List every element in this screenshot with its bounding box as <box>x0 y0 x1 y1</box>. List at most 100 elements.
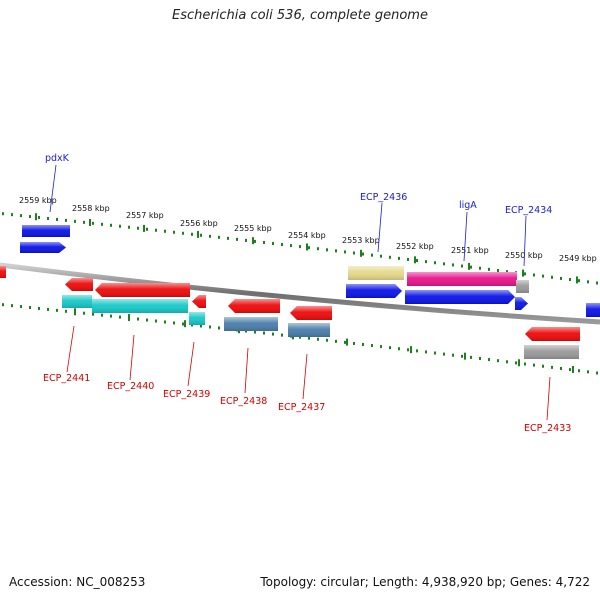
major-tick <box>518 359 520 367</box>
minor-tick <box>272 332 274 336</box>
gene-gloss <box>224 317 278 331</box>
minor-tick <box>326 248 328 252</box>
minor-tick <box>587 370 589 374</box>
minor-tick <box>173 230 175 234</box>
gene-gloss <box>62 295 92 308</box>
major-tick <box>74 308 76 316</box>
minor-tick <box>470 355 472 359</box>
minor-tick <box>335 339 337 343</box>
minor-tick <box>245 329 247 333</box>
minor-tick <box>209 325 211 329</box>
minor-tick <box>443 352 445 356</box>
minor-tick <box>110 223 112 227</box>
minor-tick <box>308 246 310 250</box>
minor-tick <box>506 270 508 274</box>
minor-tick <box>578 279 580 283</box>
minor-tick <box>20 305 22 309</box>
gene-gloss <box>0 266 6 278</box>
minor-tick <box>551 275 553 279</box>
gene-gloss <box>228 299 280 313</box>
gene-label-liga: ligA <box>459 200 477 211</box>
minor-tick <box>254 239 256 243</box>
gene-gloss <box>65 278 93 291</box>
minor-tick <box>317 337 319 341</box>
minor-tick <box>137 226 139 230</box>
minor-tick <box>38 216 40 220</box>
major-tick <box>576 276 578 284</box>
minor-tick <box>344 340 346 344</box>
major-tick <box>346 338 348 346</box>
minor-tick <box>560 276 562 280</box>
minor-tick <box>38 306 40 310</box>
minor-tick <box>407 348 409 352</box>
genome-backbone <box>0 262 600 325</box>
minor-tick <box>461 264 463 268</box>
minor-tick <box>344 250 346 254</box>
minor-tick <box>263 331 265 335</box>
minor-tick <box>470 265 472 269</box>
gene-label-pdxk: pdxK <box>45 153 70 164</box>
minor-tick <box>200 324 202 328</box>
minor-tick <box>452 353 454 357</box>
gene-gloss <box>346 284 402 298</box>
minor-tick <box>182 231 184 235</box>
gene-gloss <box>524 345 579 359</box>
kbp-label: 2551 kbp <box>451 246 489 255</box>
minor-tick <box>533 273 535 277</box>
minor-tick <box>308 336 310 340</box>
major-tick <box>360 249 362 257</box>
major-tick <box>464 352 466 360</box>
minor-tick <box>281 333 283 337</box>
major-tick <box>89 218 91 226</box>
minor-tick <box>128 225 130 229</box>
minor-tick <box>353 341 355 345</box>
major-tick <box>572 365 574 373</box>
major-tick <box>35 213 37 221</box>
kbp-labels: 2559 kbp 2558 kbp 2557 kbp 2556 kbp 2555… <box>19 196 597 263</box>
major-tick <box>468 262 470 270</box>
major-tick <box>184 320 186 328</box>
minor-tick <box>362 342 364 346</box>
minor-tick <box>2 212 4 216</box>
gene-gloss <box>348 266 404 280</box>
minor-tick <box>200 233 202 237</box>
minor-tick <box>74 219 76 223</box>
minor-tick <box>164 229 166 233</box>
major-tick <box>410 346 412 354</box>
minor-tick <box>443 262 445 266</box>
inner-tick-track <box>2 303 598 375</box>
minor-tick <box>524 362 526 366</box>
gene-gloss <box>22 225 70 237</box>
minor-tick <box>29 306 31 310</box>
kbp-label: 2550 kbp <box>505 251 543 260</box>
minor-tick <box>497 268 499 272</box>
minor-tick <box>56 308 58 312</box>
minor-tick <box>11 304 13 308</box>
minor-tick <box>515 361 517 365</box>
minor-tick <box>101 313 103 317</box>
minor-tick <box>434 351 436 355</box>
minor-tick <box>236 237 238 241</box>
gene-gloss <box>95 283 190 297</box>
kbp-label: 2559 kbp <box>19 196 57 205</box>
topology-text: Topology: circular; Length: 4,938,920 bp… <box>260 575 590 589</box>
gene-label-ecp-2440: ECP_2440 <box>107 381 154 392</box>
minor-tick <box>290 244 292 248</box>
minor-tick <box>119 224 121 228</box>
gene-label-ecp-2441: ECP_2441 <box>43 373 90 384</box>
gene-label-ecp-2434: ECP_2434 <box>505 205 552 216</box>
minor-tick <box>47 216 49 220</box>
minor-tick <box>488 267 490 271</box>
minor-tick <box>263 240 265 244</box>
gene-gloss <box>586 303 600 317</box>
minor-tick <box>56 217 58 221</box>
minor-tick <box>92 221 94 225</box>
minor-tick <box>452 263 454 267</box>
kbp-label: 2558 kbp <box>72 204 110 213</box>
gene-gloss <box>192 295 206 308</box>
kbp-label: 2554 kbp <box>288 231 326 240</box>
gene-gloss <box>515 297 528 310</box>
major-tick <box>128 314 130 322</box>
minor-tick <box>371 253 373 257</box>
